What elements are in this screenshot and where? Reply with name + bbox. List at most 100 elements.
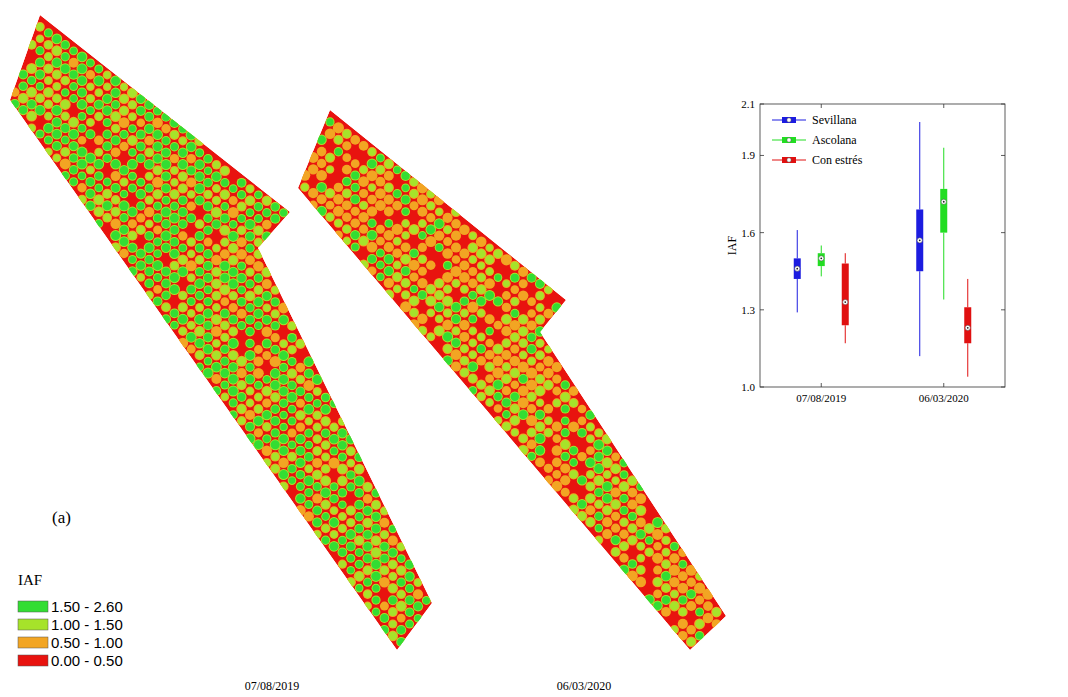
tree-crown [296, 411, 305, 420]
crown-edge [110, 75, 121, 86]
tree-crown [326, 189, 335, 198]
tree-crown [297, 376, 305, 384]
tree-crown [347, 507, 355, 515]
crown-edge [220, 249, 230, 259]
crown-edge [111, 135, 121, 145]
crown-edge [434, 195, 445, 206]
tree-crown [435, 326, 444, 335]
tree-crown [229, 279, 238, 288]
crown-edge [338, 547, 348, 557]
tree-crown [263, 352, 270, 359]
tree-crown [389, 548, 397, 556]
tree-crown [171, 322, 178, 329]
tree-crown [453, 256, 460, 263]
crown-edge [262, 208, 271, 217]
crown-edge [368, 183, 377, 192]
tree-crown [352, 160, 359, 167]
tree-crown [196, 364, 203, 371]
crown-edge [372, 608, 381, 617]
crown-edge [120, 190, 129, 199]
tree-crown [418, 208, 426, 216]
tree-crown [229, 244, 238, 253]
crown-edge [359, 165, 368, 174]
crown-edge [338, 560, 347, 569]
crown-edge [161, 243, 171, 253]
tree-crown [502, 255, 511, 264]
tree-crown [389, 608, 397, 616]
crown-edge [245, 410, 255, 420]
tree-crown [363, 507, 371, 515]
tree-crown [355, 489, 363, 497]
tree-crown [356, 513, 363, 520]
crown-edge [262, 422, 272, 432]
crown-edge [434, 230, 444, 240]
tree-crown [419, 327, 427, 335]
tree-crown [119, 201, 128, 210]
crown-edge [417, 182, 428, 193]
crown-edge [551, 302, 562, 313]
crown-edge [69, 177, 78, 186]
crown-edge [459, 225, 470, 236]
tree-crown [544, 381, 553, 390]
crown-edge [144, 242, 155, 253]
tree-crown [229, 268, 238, 277]
tree-crown [196, 149, 203, 156]
tree-crown [544, 369, 553, 378]
tree-crown [179, 196, 187, 204]
crown-edge [404, 571, 414, 581]
crown-edge [44, 148, 53, 157]
tree-crown [272, 286, 279, 293]
crown-edge [102, 141, 112, 151]
crown-edge [119, 249, 128, 258]
crown-edge [384, 183, 394, 193]
tree-crown [154, 226, 161, 233]
tree-crown [154, 238, 161, 245]
crown-edge [170, 178, 179, 187]
tree-crown [352, 184, 359, 191]
tree-crown [402, 184, 409, 191]
crown-edge [451, 349, 462, 360]
crown-edge [153, 202, 162, 211]
tree-crown [61, 159, 70, 168]
crown-edge [237, 202, 247, 212]
tree-crown [154, 214, 162, 222]
crown-edge [384, 242, 394, 252]
crown-edge [342, 237, 351, 246]
tree-crown [381, 626, 389, 634]
tree-crown [486, 340, 493, 347]
crown-edge [342, 188, 352, 198]
crown-edge [35, 46, 44, 55]
tree-crown [11, 89, 18, 96]
crown-edge [317, 194, 327, 204]
tree-crown [368, 171, 377, 180]
crown-edge [359, 189, 368, 198]
crown-edge [518, 326, 529, 337]
tree-crown [229, 363, 237, 371]
tree-crown [153, 261, 162, 270]
tree-crown [503, 339, 511, 347]
tree-crown [331, 400, 338, 407]
tree-crown [360, 166, 367, 173]
tree-crown [196, 232, 204, 240]
tree-crown [553, 376, 560, 383]
crown-edge [278, 303, 289, 314]
crown-edge [136, 273, 145, 282]
tree-crown [238, 238, 246, 246]
crown-edge [417, 194, 428, 205]
tree-crown [221, 214, 229, 222]
tree-crown [394, 238, 401, 245]
tree-crown [255, 382, 262, 389]
tree-crown [137, 95, 145, 103]
tree-crown [338, 464, 347, 473]
tree-crown [271, 417, 279, 425]
crown-edge [44, 52, 53, 61]
tree-crown [95, 89, 102, 96]
tree-crown [351, 136, 359, 144]
crown-edge [451, 231, 461, 241]
tree-crown [510, 416, 519, 425]
tree-crown [196, 256, 204, 264]
crown-edge [144, 279, 154, 289]
tree-crown [502, 399, 510, 407]
tree-crown [137, 131, 145, 139]
tree-crown [204, 226, 212, 234]
